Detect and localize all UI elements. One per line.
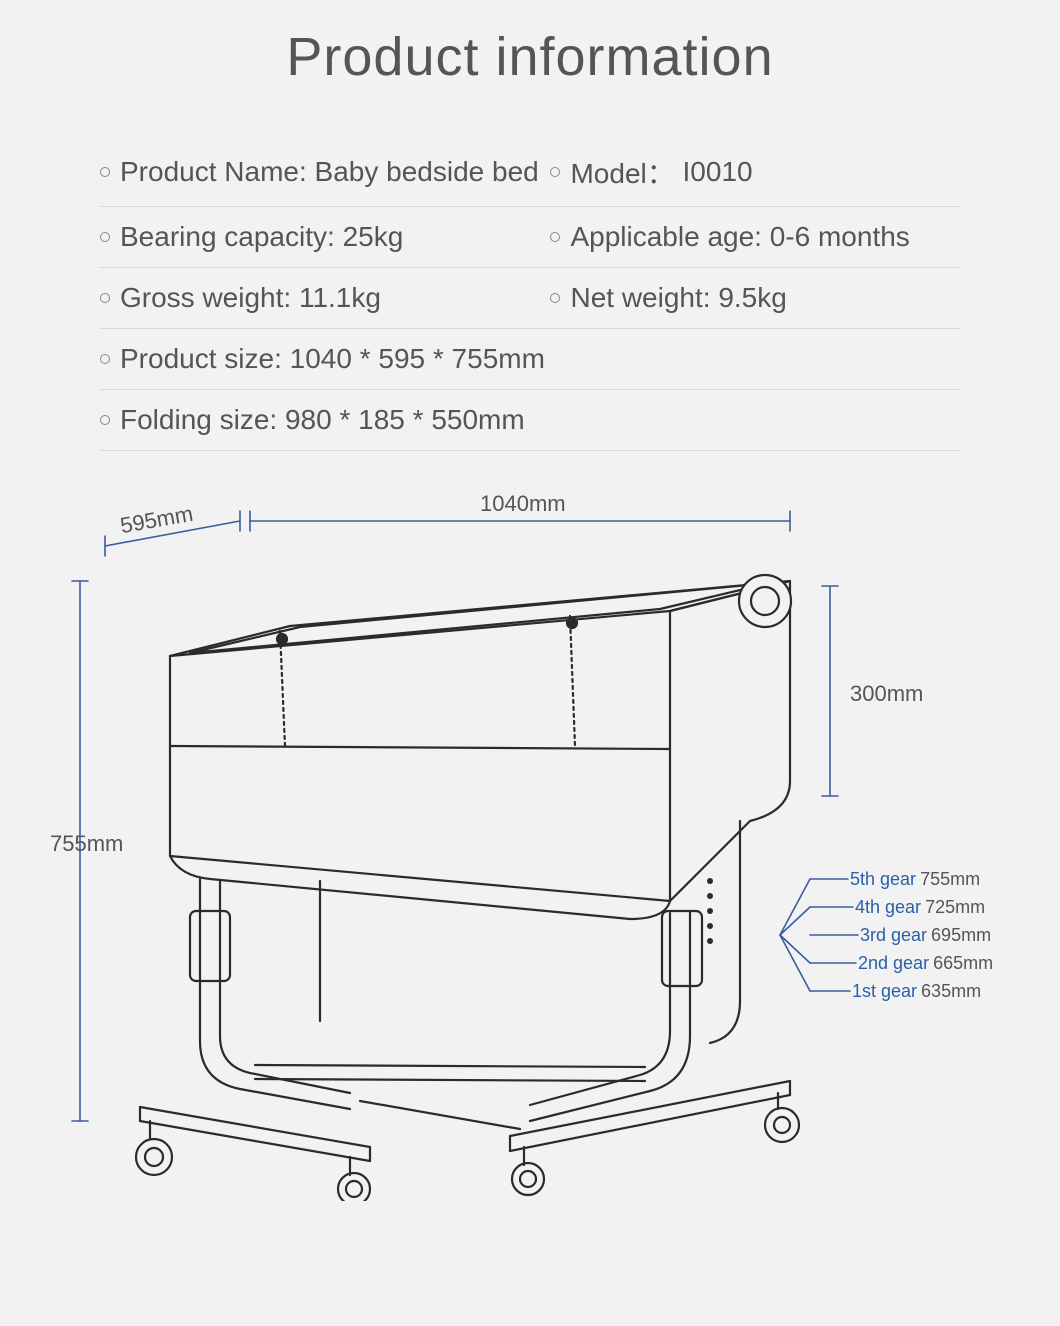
spec-value: 0-6 months [770, 221, 910, 253]
spec-row: Gross weight: 11.1kg Net weight: 9.5kg [100, 268, 960, 329]
spec-row: Folding size: 980 * 185 * 550mm [100, 390, 960, 451]
spec-row: Bearing capacity: 25kg Applicable age: 0… [100, 207, 960, 268]
spec-label: Model： [570, 152, 674, 192]
product-diagram: 595mm 1040mm 755mm 300mm 5th gear755mm 4… [50, 481, 1010, 1201]
bullet-icon [100, 415, 110, 425]
spec-value: 1040 * 595 * 755mm [290, 343, 545, 375]
bullet-icon [550, 167, 560, 177]
spec-row: Product size: 1040 * 595 * 755mm [100, 329, 960, 390]
spec-table: Product Name: Baby bedside bed Model： I0… [0, 138, 1060, 451]
spec-value: 25kg [343, 221, 404, 253]
spec-label: Product size: [120, 343, 282, 375]
spec-value: 9.5kg [718, 282, 787, 314]
bullet-icon [550, 293, 560, 303]
bullet-icon [100, 167, 110, 177]
spec-value: 980 * 185 * 550mm [285, 404, 525, 436]
spec-row: Product Name: Baby bedside bed Model： I0… [100, 138, 960, 207]
spec-value: 11.1kg [299, 282, 381, 314]
bullet-icon [100, 354, 110, 364]
bullet-icon [100, 232, 110, 242]
spec-value: I0010 [683, 156, 753, 188]
spec-label: Bearing capacity: [120, 221, 335, 253]
spec-label: Applicable age: [570, 221, 761, 253]
crib-svg [50, 481, 1010, 1201]
spec-value: Baby bedside bed [315, 156, 539, 188]
spec-label: Product Name: [120, 156, 307, 188]
page-title: Product information [0, 0, 1060, 138]
spec-label: Net weight: [570, 282, 710, 314]
spec-label: Folding size: [120, 404, 277, 436]
spec-label: Gross weight: [120, 282, 291, 314]
bullet-icon [550, 232, 560, 242]
bullet-icon [100, 293, 110, 303]
